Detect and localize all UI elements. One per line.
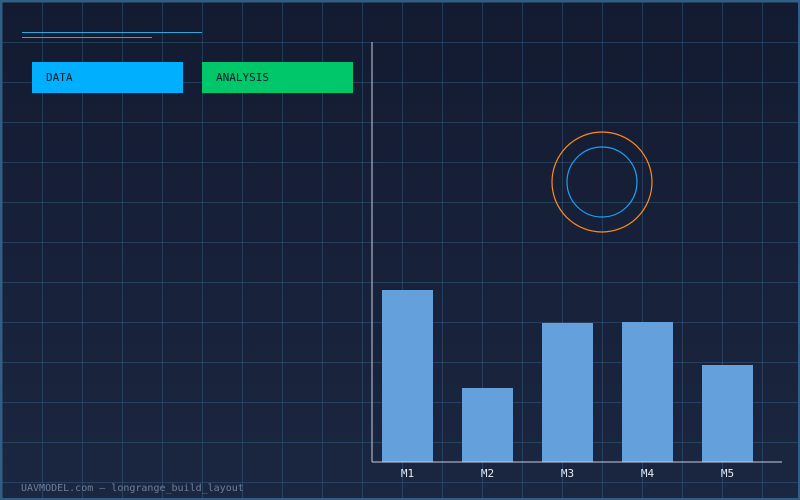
- bar-m3: [542, 323, 593, 462]
- x-tick-labels: M1 M2 M3 M4 M5: [401, 467, 734, 480]
- analysis-tag: ANALYSIS: [202, 62, 353, 93]
- bar-m2: [462, 388, 513, 462]
- x-tick-m1: M1: [401, 467, 414, 480]
- x-tick-m4: M4: [641, 467, 655, 480]
- bar-m5: [702, 365, 753, 462]
- decorative-line-green: [22, 37, 152, 38]
- decorative-line-blue: [22, 32, 202, 33]
- x-tick-m2: M2: [481, 467, 494, 480]
- data-tag: DATA: [32, 62, 183, 93]
- blue-ring-icon: [566, 146, 638, 218]
- x-tick-m5: M5: [721, 467, 734, 480]
- footer-caption: UAVMODEL.com – longrange_build_layout: [21, 483, 244, 494]
- orange-ring-icon: [551, 131, 653, 233]
- x-tick-m3: M3: [561, 467, 574, 480]
- bar-m1: [382, 290, 433, 462]
- bars-group: [382, 290, 753, 462]
- bar-m4: [622, 322, 673, 462]
